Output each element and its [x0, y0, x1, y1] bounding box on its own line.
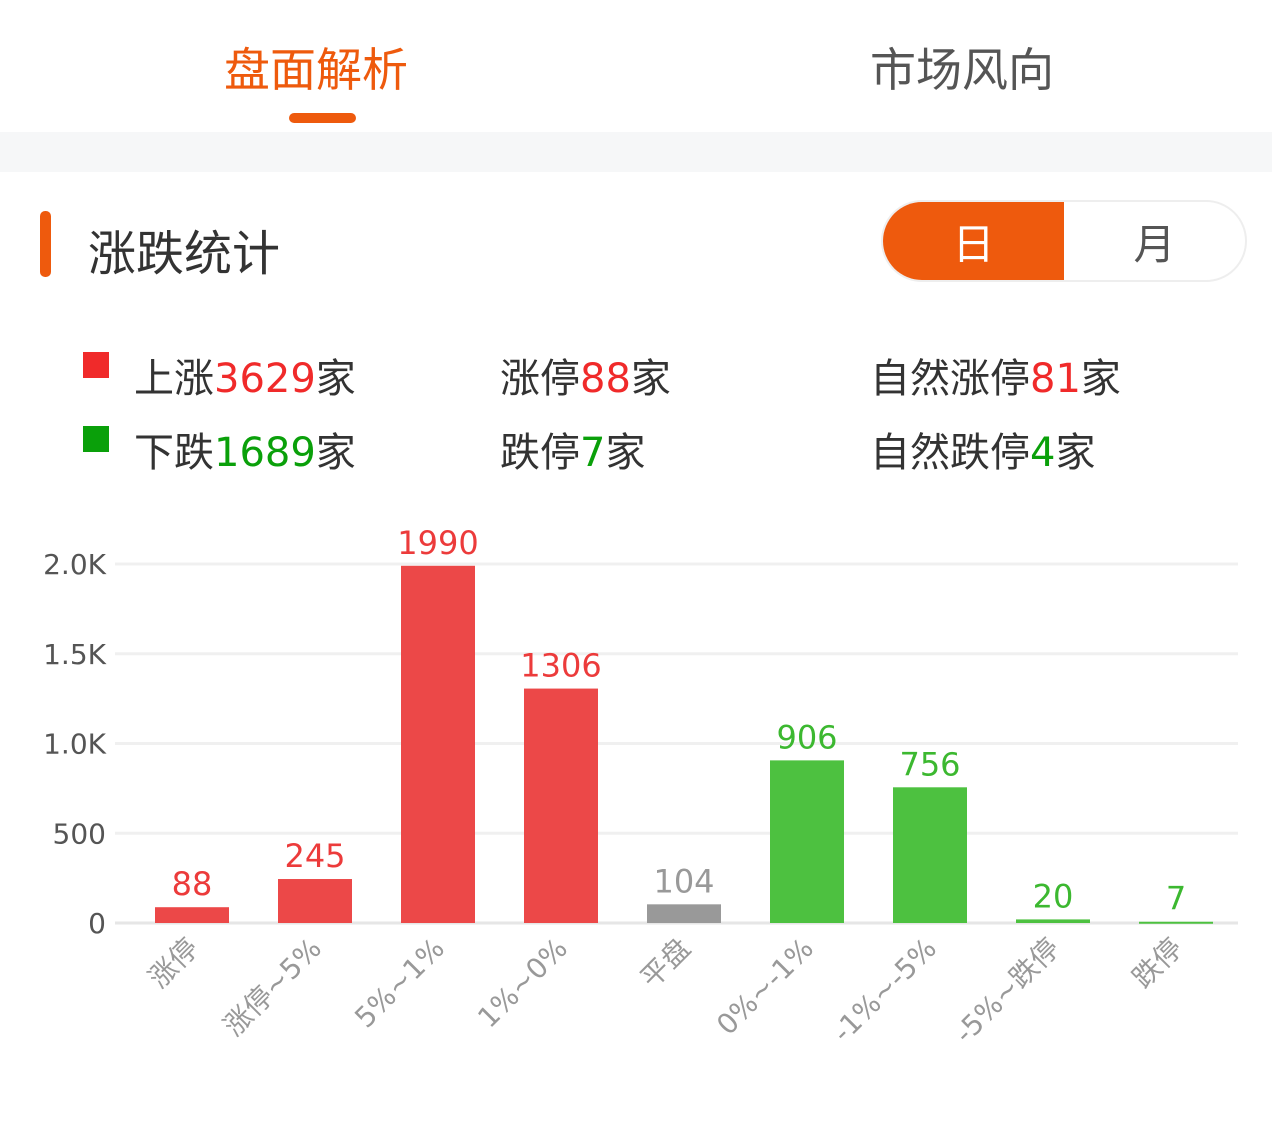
tab-bar: 盘面解析 市场风向: [0, 0, 1272, 132]
stat-up: 上涨3629家: [134, 356, 356, 402]
y-tick-label: 1.5K: [43, 638, 107, 671]
x-tick-label: 涨停: [142, 932, 205, 995]
x-tick-label: -5%~跌停: [948, 932, 1066, 1050]
data-label: 88: [172, 865, 213, 903]
y-tick-label: 500: [53, 817, 106, 850]
x-tick-label: 涨停~5%: [217, 932, 328, 1043]
section-accent: [40, 211, 51, 277]
toggle-month[interactable]: 月: [1133, 219, 1176, 269]
data-label: 104: [653, 862, 714, 900]
bar: [1016, 919, 1090, 923]
stat-natural-limit-down: 自然跌停4家: [870, 430, 1096, 476]
tab-market-analysis[interactable]: 盘面解析: [224, 43, 408, 97]
x-tick-label: 1%~0%: [471, 932, 574, 1035]
data-label: 20: [1033, 877, 1074, 915]
section-title: 涨跌统计: [88, 226, 281, 282]
tab-market-trend[interactable]: 市场风向: [870, 43, 1054, 97]
stat-limit-up: 涨停88家: [500, 356, 671, 402]
y-tick-label: 2.0K: [43, 548, 107, 581]
bar: [770, 760, 844, 923]
active-tab-indicator: [289, 113, 356, 123]
data-label: 756: [899, 745, 960, 783]
x-tick-label: -1%~-5%: [826, 932, 943, 1049]
y-tick-label: 0: [88, 907, 106, 940]
bar: [893, 787, 967, 923]
data-label: 1990: [397, 524, 478, 562]
y-tick-label: 1.0K: [43, 728, 107, 761]
down-marker: [83, 426, 109, 452]
data-label: 7: [1166, 880, 1186, 918]
bar: [155, 907, 229, 923]
x-tick-label: 5%~1%: [348, 932, 451, 1035]
bar: [401, 565, 475, 923]
bar: [524, 688, 598, 923]
x-tick-label: 0%~-1%: [710, 932, 820, 1042]
bar: [278, 879, 352, 923]
data-label: 1306: [520, 647, 601, 685]
x-tick-label: 跌停: [1126, 932, 1189, 995]
bar: [647, 904, 721, 923]
up-marker: [83, 352, 109, 378]
stat-down: 下跌1689家: [134, 430, 356, 476]
x-tick-label: 平盘: [634, 932, 697, 995]
bar: [1139, 921, 1213, 924]
toggle-day[interactable]: 日: [883, 202, 1064, 280]
stat-limit-down: 跌停7家: [500, 430, 646, 476]
data-label: 245: [284, 837, 345, 875]
divider: [0, 132, 1272, 172]
stat-natural-limit-up: 自然涨停81家: [870, 356, 1121, 402]
data-label: 906: [776, 718, 837, 756]
period-toggle: 日 月: [881, 200, 1247, 282]
